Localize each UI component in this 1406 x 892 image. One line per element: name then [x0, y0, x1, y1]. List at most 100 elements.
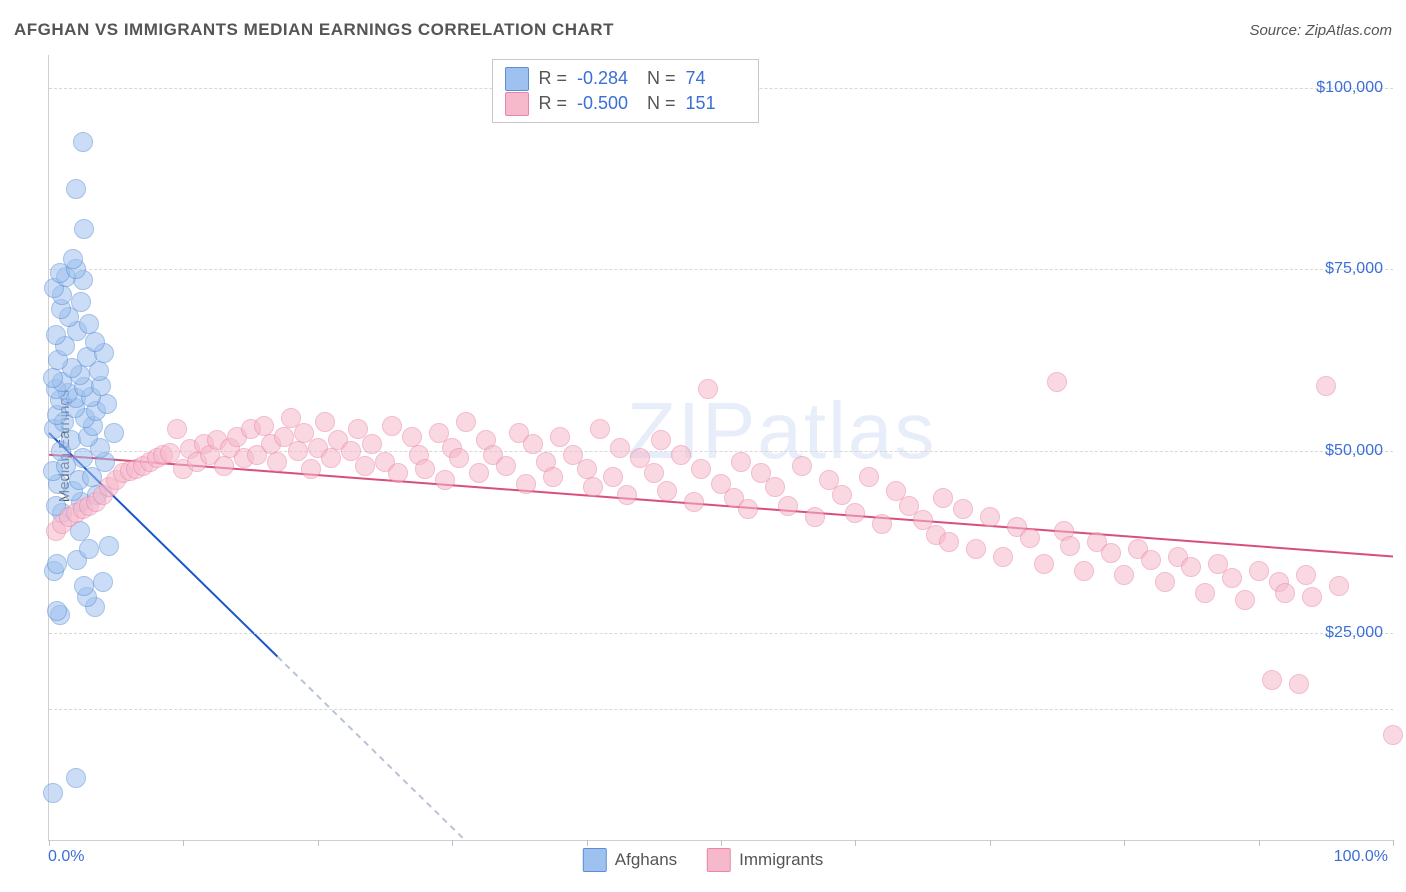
data-point [79, 539, 99, 559]
x-tick [721, 840, 722, 846]
y-tick-label: $25,000 [1325, 624, 1383, 642]
series-legend: Afghans Immigrants [583, 848, 823, 872]
data-point [301, 459, 321, 479]
data-point [66, 179, 86, 199]
data-point [1141, 550, 1161, 570]
data-point [63, 249, 83, 269]
legend-row: R =-0.500N =151 [505, 91, 746, 116]
data-point [583, 477, 603, 497]
x-axis-min-label: 0.0% [48, 848, 84, 866]
data-point [315, 412, 335, 432]
data-point [47, 554, 67, 574]
data-point [47, 601, 67, 621]
n-label: N = [647, 66, 676, 91]
data-point [71, 292, 91, 312]
x-tick [49, 840, 50, 846]
x-tick [1259, 840, 1260, 846]
r-value: -0.500 [577, 91, 637, 116]
data-point [1195, 583, 1215, 603]
data-point [1034, 554, 1054, 574]
chart-container: AFGHAN VS IMMIGRANTS MEDIAN EARNINGS COR… [0, 0, 1406, 892]
data-point [1296, 565, 1316, 585]
data-point [859, 467, 879, 487]
data-point [1383, 725, 1403, 745]
data-point [288, 441, 308, 461]
data-point [550, 427, 570, 447]
data-point [845, 503, 865, 523]
data-point [1289, 674, 1309, 694]
data-point [698, 379, 718, 399]
data-point [577, 459, 597, 479]
data-point [79, 314, 99, 334]
x-tick [452, 840, 453, 846]
data-point [765, 477, 785, 497]
x-tick [1124, 840, 1125, 846]
watermark: ZIPatlas [627, 385, 936, 477]
data-point [66, 768, 86, 788]
data-point [1155, 572, 1175, 592]
data-point [1329, 576, 1349, 596]
correlation-legend: R =-0.284N =74R =-0.500N =151 [492, 59, 759, 123]
data-point [516, 474, 536, 494]
data-point [980, 507, 1000, 527]
n-value: 151 [686, 91, 746, 116]
data-point [1114, 565, 1134, 585]
data-point [993, 547, 1013, 567]
data-point [43, 368, 63, 388]
y-tick-label: $75,000 [1325, 260, 1383, 278]
data-point [449, 448, 469, 468]
data-point [1235, 590, 1255, 610]
legend-swatch [583, 848, 607, 872]
data-point [214, 456, 234, 476]
data-point [46, 325, 66, 345]
data-point [872, 514, 892, 534]
data-point [933, 488, 953, 508]
data-point [792, 456, 812, 476]
n-value: 74 [686, 66, 746, 91]
legend-swatch [707, 848, 731, 872]
series-legend-item: Afghans [583, 848, 677, 872]
data-point [388, 463, 408, 483]
data-point [321, 448, 341, 468]
data-point [543, 467, 563, 487]
data-point [456, 412, 476, 432]
data-point [415, 459, 435, 479]
data-point [778, 496, 798, 516]
x-tick [318, 840, 319, 846]
legend-label: Immigrants [739, 850, 823, 870]
y-tick-label: $100,000 [1316, 79, 1383, 97]
x-tick [990, 840, 991, 846]
data-point [73, 448, 93, 468]
data-point [939, 532, 959, 552]
data-point [496, 456, 516, 476]
data-point [435, 470, 455, 490]
data-point [74, 219, 94, 239]
r-value: -0.284 [577, 66, 637, 91]
data-point [738, 499, 758, 519]
data-point [657, 481, 677, 501]
x-axis-max-label: 100.0% [1334, 848, 1388, 866]
data-point [691, 459, 711, 479]
data-point [254, 416, 274, 436]
data-point [43, 783, 63, 803]
data-point [469, 463, 489, 483]
data-point [382, 416, 402, 436]
legend-swatch [505, 67, 529, 91]
x-tick [855, 840, 856, 846]
data-point [1074, 561, 1094, 581]
data-point [402, 427, 422, 447]
data-point [1047, 372, 1067, 392]
data-point [1249, 561, 1269, 581]
data-point [362, 434, 382, 454]
data-point [167, 419, 187, 439]
data-point [731, 452, 751, 472]
data-point [617, 485, 637, 505]
data-point [93, 572, 113, 592]
data-point [1020, 528, 1040, 548]
data-point [73, 132, 93, 152]
data-point [104, 423, 124, 443]
gridline [49, 269, 1393, 270]
data-point [1262, 670, 1282, 690]
data-point [644, 463, 664, 483]
data-point [1101, 543, 1121, 563]
